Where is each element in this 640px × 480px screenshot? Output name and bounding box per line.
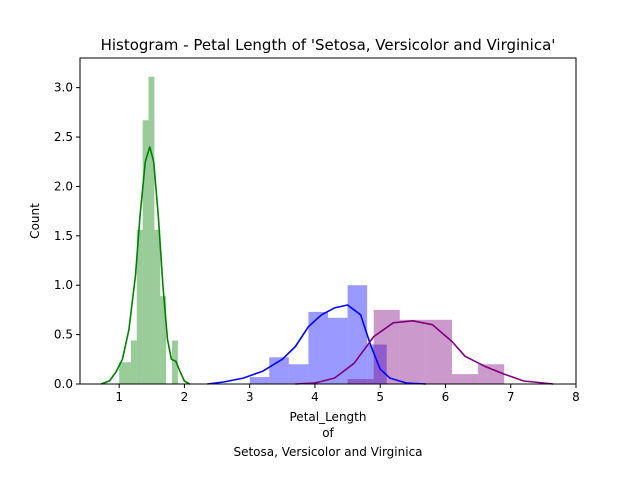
x-tick-label: 3 [246, 390, 254, 404]
x-tick-label: 6 [442, 390, 450, 404]
x-tick-label: 4 [311, 390, 319, 404]
x-axis-ticks: 1 2 3 4 5 6 7 8 [115, 384, 580, 404]
histogram-bar [478, 364, 505, 384]
histogram-bar [119, 362, 126, 384]
y-tick-label: 2.0 [54, 179, 73, 193]
plot-frame [79, 57, 577, 385]
chart-title: Histogram - Petal Length of 'Setosa, Ver… [101, 36, 556, 54]
histogram-bar [136, 229, 143, 384]
x-tick-label: 5 [376, 390, 384, 404]
y-axis-ticks: 0.0 0.5 1.0 1.5 2.0 2.5 3.0 [54, 81, 80, 391]
y-tick-label: 3.0 [54, 81, 73, 95]
y-tick-label: 2.5 [54, 130, 73, 144]
histogram-bar [125, 362, 131, 384]
x-tick-label: 2 [181, 390, 189, 404]
x-axis-label-line-1: Petal_Length [290, 410, 367, 424]
histogram-bar [154, 229, 161, 384]
x-tick-label: 7 [507, 390, 515, 404]
x-axis-label-line-3: Setosa, Versicolor and Virginica [233, 445, 422, 459]
histogram-bar [347, 285, 368, 384]
histogram-bar [452, 374, 479, 384]
y-tick-label: 0.5 [54, 328, 73, 342]
x-tick-label: 1 [115, 390, 123, 404]
histogram-bar [399, 319, 426, 384]
histogram-bar [367, 344, 387, 384]
histogram-bar [172, 340, 178, 384]
histogram-bar [308, 311, 328, 384]
histogram-bar [160, 296, 167, 384]
histogram-bar [373, 309, 400, 384]
y-axis-label: Count [28, 203, 42, 239]
kde-layer [100, 146, 554, 385]
kde-curve [295, 320, 554, 385]
histogram-bar [249, 377, 270, 384]
y-tick-label: 1.0 [54, 278, 73, 292]
histogram-bar [148, 76, 155, 384]
y-tick-label: 0.0 [54, 377, 73, 391]
histogram-bar [130, 340, 137, 384]
histogram-bar [328, 317, 348, 384]
histogram-bar [142, 120, 149, 385]
kde-curve [100, 146, 190, 385]
x-tick-label: 8 [572, 390, 580, 404]
bars-layer [119, 76, 505, 385]
histogram-bar [347, 379, 374, 384]
y-tick-label: 1.5 [54, 229, 73, 243]
kde-curve [207, 304, 426, 385]
x-axis-label-line-2: of [322, 426, 334, 440]
histogram-bar [288, 364, 309, 384]
